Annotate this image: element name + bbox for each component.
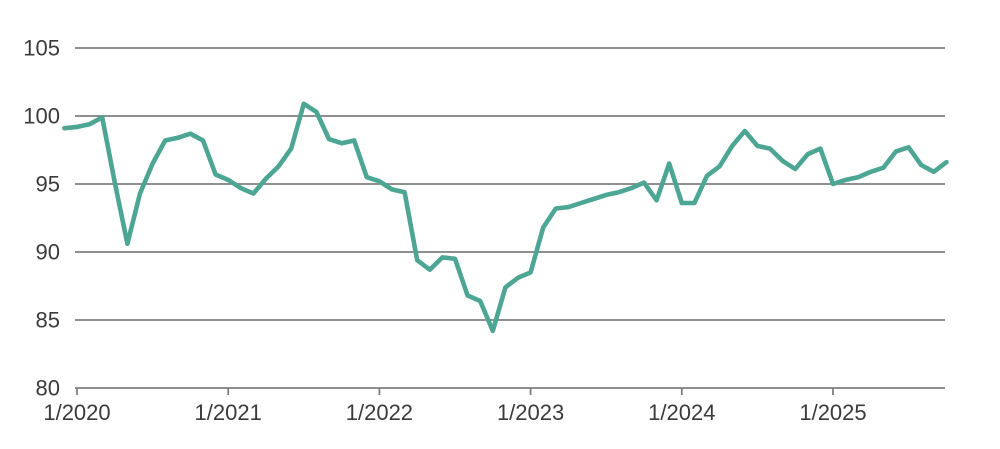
x-axis-tick-label: 1/2022 [346, 400, 413, 425]
x-axis-tick-label: 1/2023 [497, 400, 564, 425]
y-axis-tick-label: 90 [36, 240, 60, 265]
y-axis-tick-label: 80 [36, 376, 60, 401]
x-axis-tick-label: 1/2020 [43, 400, 110, 425]
y-axis-tick-label: 100 [23, 104, 60, 129]
y-axis-tick-label: 105 [23, 36, 60, 61]
x-axis-tick-label: 1/2021 [195, 400, 262, 425]
index-line-series [62, 101, 949, 334]
y-axis-tick-labels: 105 100 95 90 85 80 [23, 36, 60, 401]
x-axis-tick-label: 1/2024 [648, 400, 715, 425]
x-axis-tick-labels: 1/2020 1/2021 1/2022 1/2023 1/2024 1/2025 [43, 400, 866, 425]
y-axis-tick-label: 95 [36, 172, 60, 197]
x-axis-tick-marks [76, 388, 834, 395]
y-axis-tick-label: 85 [36, 308, 60, 333]
x-axis-tick-label: 1/2025 [799, 400, 866, 425]
y-gridlines [75, 47, 945, 389]
